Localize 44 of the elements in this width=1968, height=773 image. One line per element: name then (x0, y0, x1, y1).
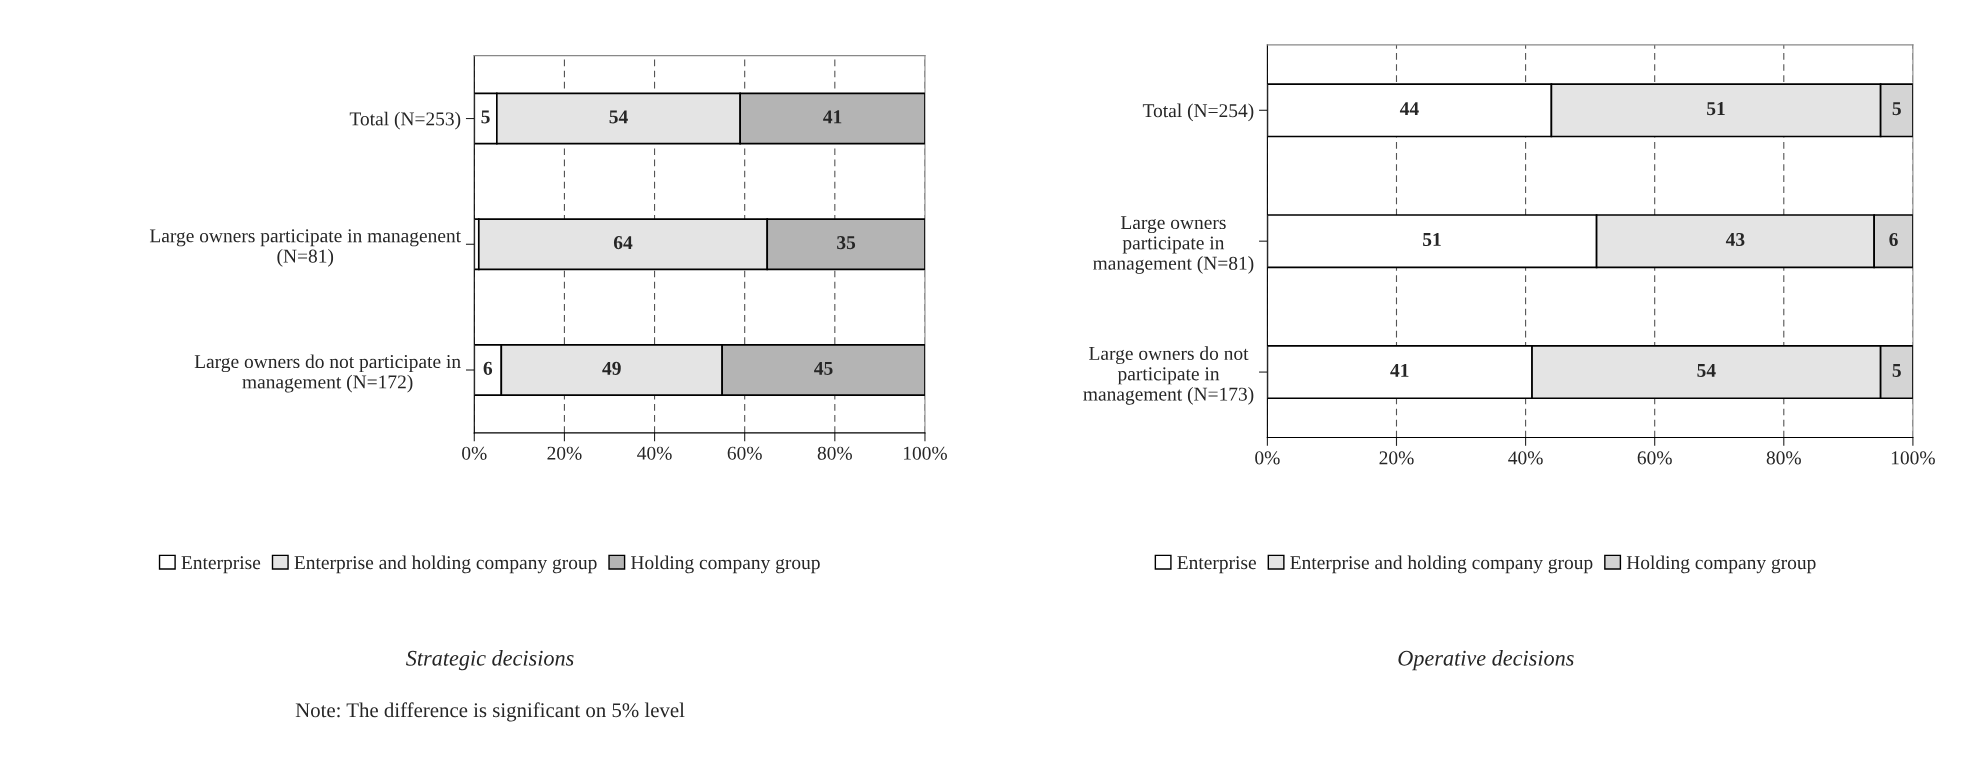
data-label: 41 (1390, 363, 1409, 377)
text: Strategic decisions (406, 650, 574, 671)
data-label: 45 (814, 361, 833, 375)
legend-label: Enterprise (1177, 556, 1256, 574)
data-label: 6 (1889, 232, 1898, 247)
x-tick-label: 80% (817, 446, 852, 460)
legend-label: Holding company group (1626, 555, 1816, 574)
x-tick-label: 80% (1766, 451, 1801, 465)
data-label: 41 (823, 110, 842, 124)
data-label: 35 (837, 236, 856, 250)
data-label: 51 (1423, 233, 1441, 247)
y-tick-label: Large owners participate in management (N=81) (1093, 216, 1254, 274)
data-label: 64 (613, 236, 633, 250)
legend-label: Holding company group (630, 555, 820, 574)
legend-label: Enterprise (181, 556, 261, 574)
data-label: 43 (1725, 232, 1745, 247)
data-label: 54 (609, 110, 628, 124)
data-label: 49 (602, 361, 621, 375)
x-tick-label: 40% (1508, 451, 1543, 465)
x-tick-label: 20% (547, 446, 582, 460)
text: Operative decisions (1398, 650, 1574, 671)
x-tick-label: 0% (462, 446, 487, 460)
data-label: 54 (1697, 363, 1716, 377)
data-label: 5 (1892, 102, 1901, 116)
y-tick-label: Large owners do not participate in management (N=172) (194, 354, 461, 393)
x-tick-label: 100% (1891, 451, 1935, 465)
legend-label: Enterprise and holding company group (1290, 555, 1593, 574)
x-tick-label: 100% (903, 446, 947, 460)
data-label: 5 (1892, 364, 1901, 377)
data-label: 5 (481, 110, 490, 124)
y-tick-label: Large owners do not participate in management (N=173) (1083, 346, 1254, 405)
x-tick-label: 60% (1637, 451, 1672, 465)
y-tick-label: Total (N=253) (349, 111, 461, 130)
data-label: 44 (1399, 102, 1419, 115)
legend-label: Enterprise and holding company group (294, 555, 597, 574)
y-tick-label: Total (N=254) (1142, 103, 1254, 122)
x-tick-label: 0% (1255, 451, 1280, 465)
x-tick-label: 40% (637, 446, 672, 460)
data-label: 6 (483, 361, 493, 375)
x-tick-label: 20% (1379, 451, 1414, 465)
x-tick-label: 60% (727, 446, 762, 460)
data-label: 51 (1707, 102, 1725, 116)
y-tick-label: Large owners participate in managenent (N=81) (149, 229, 461, 267)
text: Note: The difference is significant on 5% level (295, 702, 685, 722)
